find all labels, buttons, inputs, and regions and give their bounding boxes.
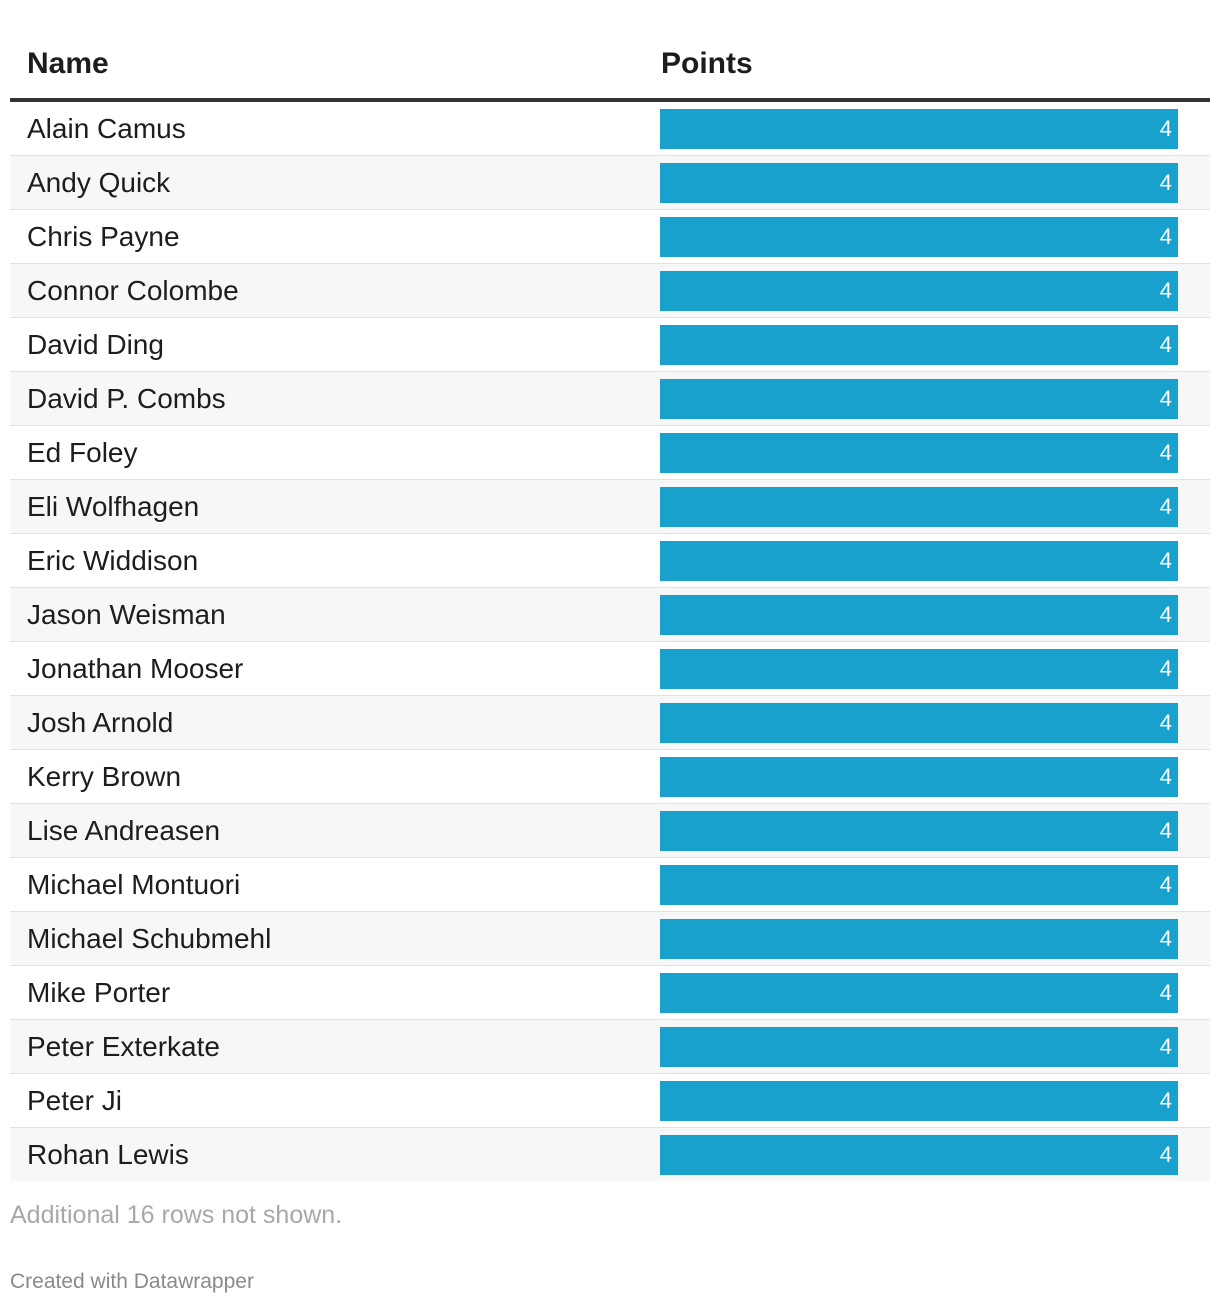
points-value-label: 4 [1159, 494, 1172, 519]
row-name: Josh Arnold [27, 707, 174, 738]
table-row: Alain Camus 4 [10, 102, 1210, 156]
row-name: Andy Quick [27, 167, 171, 198]
points-value-label: 4 [1159, 656, 1172, 681]
row-name: Eric Widdison [27, 545, 199, 576]
row-name: Lise Andreasen [27, 815, 221, 846]
points-bar: 4 [660, 433, 1178, 473]
points-bar: 4 [660, 811, 1178, 851]
row-name: Rohan Lewis [27, 1139, 189, 1170]
table-row: Eli Wolfhagen 4 [10, 480, 1210, 534]
table-row: Jonathan Mooser 4 [10, 642, 1210, 696]
table-row: David P. Combs 4 [10, 372, 1210, 426]
table-row: Michael Schubmehl 4 [10, 912, 1210, 966]
points-value-label: 4 [1159, 980, 1172, 1005]
points-value-label: 4 [1159, 764, 1172, 789]
row-name: Peter Ji [27, 1085, 122, 1116]
points-value-label: 4 [1159, 548, 1172, 573]
points-bar: 4 [660, 217, 1178, 257]
table-row: Kerry Brown 4 [10, 750, 1210, 804]
row-name: Alain Camus [27, 113, 186, 144]
points-bar: 4 [660, 487, 1178, 527]
points-value-label: 4 [1159, 386, 1172, 411]
datawrapper-credit: Created with Datawrapper [10, 1270, 254, 1293]
table-row: Michael Montuori 4 [10, 858, 1210, 912]
points-value-label: 4 [1159, 224, 1172, 249]
points-value-label: 4 [1159, 818, 1172, 843]
table-row: Mike Porter 4 [10, 966, 1210, 1020]
table-row: Peter Exterkate 4 [10, 1020, 1210, 1074]
points-bar: 4 [660, 865, 1178, 905]
row-name: Jonathan Mooser [27, 653, 244, 684]
points-bar: 4 [660, 595, 1178, 635]
column-header-points[interactable]: Points [661, 47, 753, 80]
table-row: Chris Payne 4 [10, 210, 1210, 264]
points-bar: 4 [660, 163, 1178, 203]
row-name: Chris Payne [27, 221, 180, 252]
points-value-label: 4 [1159, 872, 1172, 897]
points-value-label: 4 [1159, 926, 1172, 951]
points-bar: 4 [660, 1135, 1178, 1175]
table-row: Josh Arnold 4 [10, 696, 1210, 750]
row-name: Peter Exterkate [27, 1031, 220, 1062]
row-name: Michael Schubmehl [27, 923, 272, 954]
table-row: Peter Ji 4 [10, 1074, 1210, 1128]
row-name: Eli Wolfhagen [27, 491, 200, 522]
row-name: Connor Colombe [27, 275, 239, 306]
row-name: Michael Montuori [27, 869, 241, 900]
points-value-label: 4 [1159, 602, 1172, 627]
points-value-label: 4 [1159, 278, 1172, 303]
table-row: Andy Quick 4 [10, 156, 1210, 210]
points-bar: 4 [660, 703, 1178, 743]
points-bar: 4 [660, 109, 1178, 149]
row-name: David P. Combs [27, 383, 226, 414]
points-bar: 4 [660, 919, 1178, 959]
points-bar: 4 [660, 757, 1178, 797]
points-bar: 4 [660, 1081, 1178, 1121]
points-value-label: 4 [1159, 1034, 1172, 1059]
rows-not-shown-note: Additional 16 rows not shown. [10, 1201, 343, 1229]
table-header: Name Points [10, 0, 1210, 102]
table-row: Jason Weisman 4 [10, 588, 1210, 642]
row-name: David Ding [27, 329, 164, 360]
row-name: Ed Foley [27, 437, 138, 468]
points-bar: 4 [660, 1027, 1178, 1067]
points-value-label: 4 [1159, 710, 1172, 735]
points-value-label: 4 [1159, 332, 1172, 357]
table-row: Rohan Lewis 4 [10, 1128, 1210, 1181]
column-header-name[interactable]: Name [27, 47, 109, 80]
points-value-label: 4 [1159, 170, 1172, 195]
points-bar: 4 [660, 379, 1178, 419]
table-row: Connor Colombe 4 [10, 264, 1210, 318]
points-value-label: 4 [1159, 116, 1172, 141]
points-bar: 4 [660, 649, 1178, 689]
row-name: Kerry Brown [27, 761, 182, 792]
points-bar: 4 [660, 973, 1178, 1013]
points-value-label: 4 [1159, 440, 1172, 465]
table-row: Ed Foley 4 [10, 426, 1210, 480]
table-body: Alain Camus 4 Andy Quick 4 Chris Payne 4 Conno… [10, 102, 1210, 1181]
data-table: Name Points Alain Camus 4 Andy Quick 4 Chris… [10, 0, 1210, 1181]
points-bar: 4 [660, 325, 1178, 365]
points-bar: 4 [660, 271, 1178, 311]
table-row: Eric Widdison 4 [10, 534, 1210, 588]
points-value-label: 4 [1159, 1142, 1172, 1167]
row-name: Jason Weisman [27, 599, 226, 630]
points-value-label: 4 [1159, 1088, 1172, 1113]
row-name: Mike Porter [27, 977, 171, 1008]
table-row: Lise Andreasen 4 [10, 804, 1210, 858]
table-row: David Ding 4 [10, 318, 1210, 372]
points-bar: 4 [660, 541, 1178, 581]
